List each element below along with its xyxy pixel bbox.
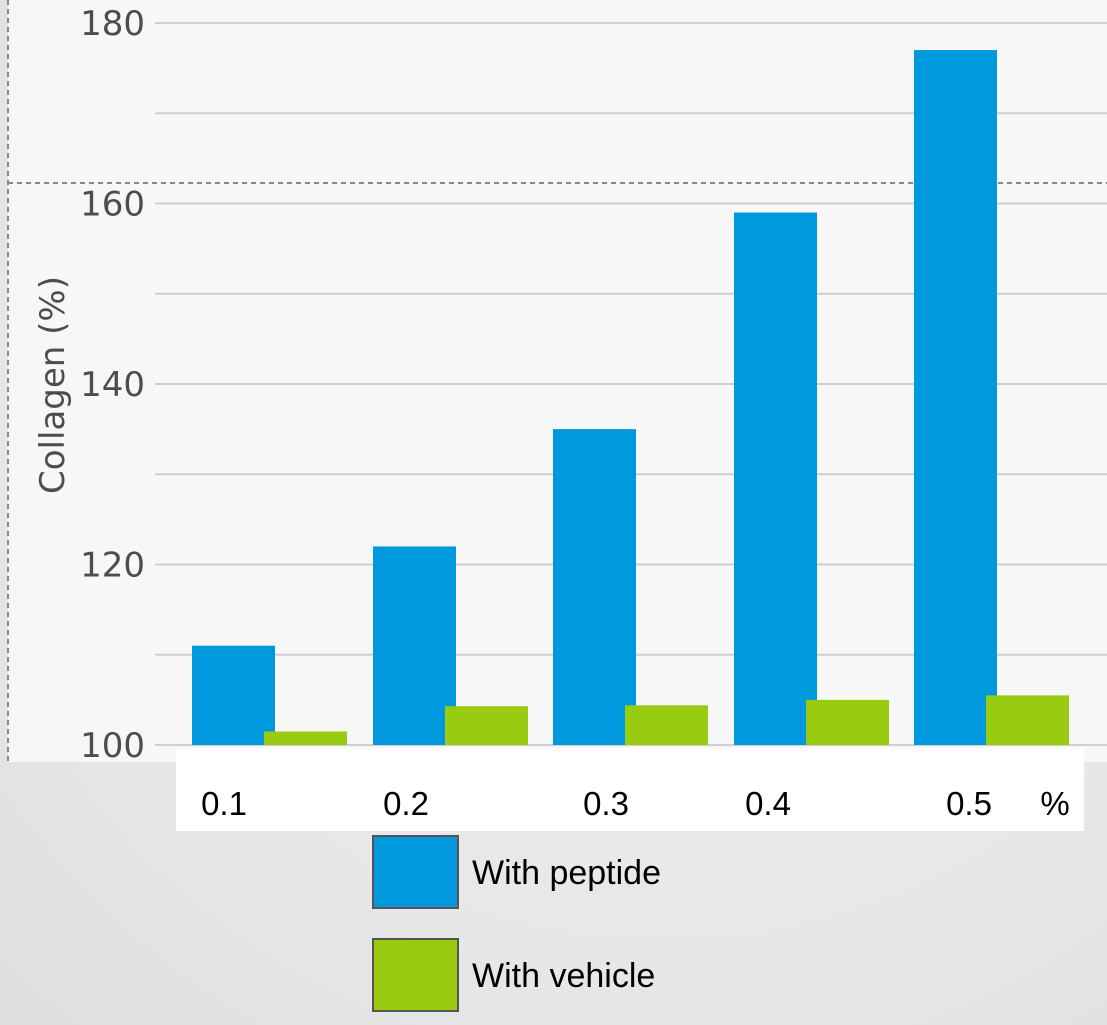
bar-peptide-0.3 bbox=[553, 429, 636, 745]
x-axis-ticks: 0.1 0.2 0.3 0.4 0.5 bbox=[201, 785, 992, 822]
y-axis-label: Collagen (%) bbox=[33, 276, 73, 494]
bar-peptide-0.1 bbox=[192, 645, 275, 745]
x-tick-label: 0.5 bbox=[946, 785, 992, 822]
bar-vehicle-0.2 bbox=[445, 706, 528, 745]
bar-peptide-0.5 bbox=[914, 50, 997, 745]
bar-vehicle-0.3 bbox=[625, 705, 708, 745]
bar-vehicle-0.1 bbox=[264, 731, 347, 745]
legend-swatch-vehicle bbox=[372, 938, 459, 1012]
legend-label-peptide: With peptide bbox=[472, 854, 661, 892]
x-axis-label-box bbox=[176, 748, 1084, 831]
x-tick-label: 0.4 bbox=[745, 785, 791, 822]
y-tick-label: 100 bbox=[80, 726, 145, 766]
bar-vehicle-0.5 bbox=[986, 695, 1069, 745]
y-tick-label: 120 bbox=[80, 546, 145, 586]
x-axis-unit-label: % bbox=[1040, 785, 1069, 822]
y-tick-label: 140 bbox=[80, 365, 145, 405]
bar-peptide-0.2 bbox=[373, 546, 456, 745]
y-tick-label: 180 bbox=[80, 4, 145, 44]
legend: With peptide With vehicle bbox=[372, 835, 661, 1012]
legend-label-vehicle: With vehicle bbox=[472, 957, 655, 995]
x-tick-label: 0.2 bbox=[383, 785, 429, 822]
legend-swatch-peptide bbox=[372, 835, 459, 909]
bar-vehicle-0.4 bbox=[806, 699, 889, 745]
x-tick-label: 0.1 bbox=[201, 785, 247, 822]
bars bbox=[192, 50, 1069, 745]
x-tick-label: 0.3 bbox=[583, 785, 629, 822]
y-axis-ticks: 100 120 140 160 180 bbox=[80, 4, 145, 766]
bar-peptide-0.4 bbox=[734, 212, 817, 745]
y-tick-label: 160 bbox=[80, 185, 145, 225]
